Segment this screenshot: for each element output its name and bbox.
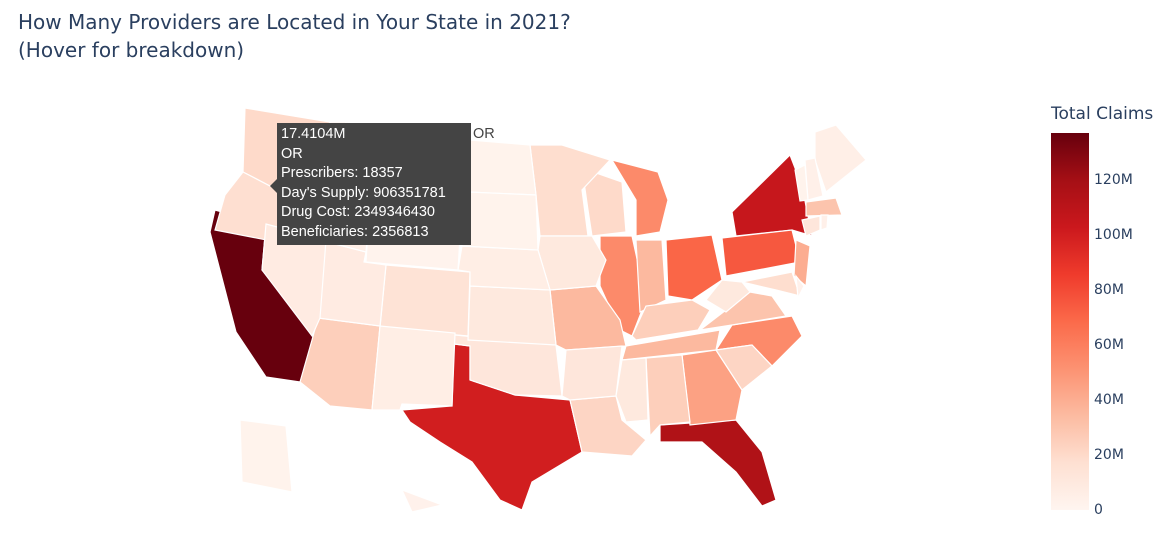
tooltip-drug-cost: Drug Cost: 2349346430 <box>281 204 435 220</box>
state-in[interactable] <box>635 239 667 313</box>
state-mi[interactable] <box>610 159 669 237</box>
state-ak[interactable] <box>239 419 293 493</box>
colorbar-tick-label: 120M <box>1094 171 1133 188</box>
state-ky[interactable] <box>631 299 711 341</box>
state-al[interactable] <box>645 354 691 438</box>
hover-tooltip: 17.4104M OR Prescribers: 18357 Day's Sup… <box>270 123 471 245</box>
state-ms[interactable] <box>615 357 649 423</box>
colorbar <box>1051 133 1089 510</box>
state-nj[interactable] <box>793 239 811 288</box>
tooltip-location: OR <box>281 145 303 162</box>
state-sd[interactable] <box>461 191 539 251</box>
state-ar[interactable] <box>561 345 623 401</box>
state-ok[interactable] <box>453 334 563 397</box>
chart-title: How Many Providers are Located in Your S… <box>18 8 571 64</box>
tooltip-prescribers: Prescribers: 18357 <box>281 165 403 181</box>
state-ia[interactable] <box>537 235 607 291</box>
state-oh[interactable] <box>665 234 723 301</box>
colorbar-tick-label: 60M <box>1094 336 1124 353</box>
state-vt[interactable] <box>794 164 809 202</box>
tooltip-value: 17.4104M <box>281 126 346 142</box>
state-me[interactable] <box>814 124 867 194</box>
colorbar-tick-label: 40M <box>1094 391 1124 408</box>
colorbar-tick-label: 80M <box>1094 281 1124 298</box>
colorbar-tick-label: 20M <box>1094 446 1124 463</box>
state-ct[interactable] <box>801 215 821 237</box>
state-co[interactable] <box>379 264 471 337</box>
state-ri[interactable] <box>820 214 829 231</box>
state-ks[interactable] <box>467 285 557 346</box>
state-de[interactable] <box>795 274 805 301</box>
chart-title-line1: How Many Providers are Located in Your S… <box>18 10 571 34</box>
state-sc[interactable] <box>714 344 773 391</box>
state-md[interactable] <box>741 271 801 297</box>
state-nm[interactable] <box>371 325 456 411</box>
colorbar-title: Total Claims <box>1051 104 1154 124</box>
state-fl[interactable] <box>659 419 777 507</box>
state-pa[interactable] <box>721 229 801 277</box>
tooltip-beneficiaries: Beneficiaries: 2356813 <box>281 223 429 240</box>
state-nd[interactable] <box>467 139 537 196</box>
colorbar-tick-label: 0 <box>1094 502 1103 518</box>
state-hi[interactable] <box>400 488 445 513</box>
state-ma[interactable] <box>805 197 843 217</box>
state-ne[interactable] <box>457 245 551 291</box>
chart-title-line2: (Hover for breakdown) <box>18 38 245 62</box>
tooltip-trace-name: OR <box>473 126 495 142</box>
state-wi[interactable] <box>581 167 627 237</box>
colorbar-tick-label: 100M <box>1094 226 1133 243</box>
tooltip-days-supply: Day's Supply: 906351781 <box>281 184 446 201</box>
state-wv[interactable] <box>705 279 751 313</box>
